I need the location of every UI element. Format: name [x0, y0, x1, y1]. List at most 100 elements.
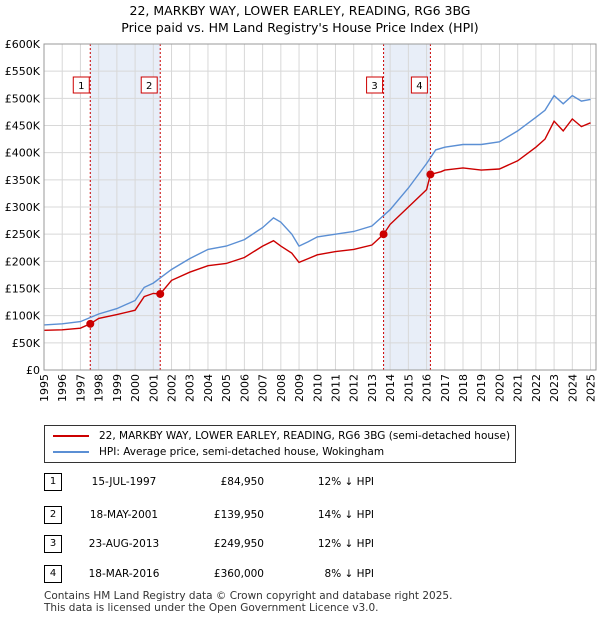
x-tick-label: 2017 — [439, 374, 452, 402]
x-tick-label: 2012 — [348, 374, 361, 402]
x-tick-label: 1999 — [111, 374, 124, 402]
transaction-row: 2 18-MAY-2001 £139,950 14% ↓ HPI — [44, 506, 464, 524]
x-tick-label: 2021 — [512, 374, 525, 402]
footer-copyright: Contains HM Land Registry data © Crown c… — [44, 590, 453, 602]
price-chart: 1 2 3 4 £0 £50K £100K £150K £200K £250K £300K £350… — [5, 38, 598, 402]
chart-subtitle: Price paid vs. HM Land Registry's House … — [121, 20, 479, 35]
transaction-row: 3 23-AUG-2013 £249,950 12% ↓ HPI — [44, 535, 464, 553]
transaction-hpi-diff: 12% ↓ HPI — [317, 538, 374, 550]
y-tick-label: £500K — [5, 92, 41, 105]
x-tick-label: 2013 — [366, 374, 379, 402]
sale-labels: 1 2 3 4 — [72, 76, 428, 94]
x-tick-label: 2009 — [293, 374, 306, 402]
x-tick-label: 2006 — [238, 374, 251, 402]
y-tick-label: £250K — [5, 228, 41, 241]
sale-label-box — [366, 76, 384, 94]
x-tick-label: 2016 — [421, 374, 434, 402]
y-tick-label: £450K — [5, 120, 41, 133]
transaction-row: 4 18-MAR-2016 £360,000 8% ↓ HPI — [44, 565, 464, 583]
sale-points — [86, 170, 435, 328]
x-tick-label: 1998 — [93, 374, 106, 402]
transaction-hpi-diff: 8% ↓ HPI — [324, 568, 374, 580]
sale-label-text: 3 — [371, 81, 377, 92]
transaction-hpi-diff: 14% ↓ HPI — [317, 509, 374, 521]
x-tick-label: 2025 — [585, 374, 598, 402]
x-tick-label: 2002 — [166, 374, 179, 402]
y-tick-label: £600K — [5, 38, 41, 51]
transaction-price: £139,950 — [213, 509, 264, 521]
x-tick-label: 2011 — [329, 374, 342, 402]
legend: 22, MARKBY WAY, LOWER EARLEY, READING, R… — [44, 425, 516, 463]
x-tick-label: 2020 — [493, 374, 506, 402]
sale-point — [86, 319, 95, 328]
y-tick-label: £550K — [5, 65, 41, 78]
x-tick-label: 1996 — [56, 374, 69, 402]
x-tick-label: 2010 — [311, 374, 324, 402]
y-tick-label: £400K — [5, 147, 41, 160]
axes: £0 £50K £100K £150K £200K £250K £300K £350K £400… — [5, 38, 598, 402]
x-tick-label: 2019 — [475, 374, 488, 402]
chart-title: 22, MARKBY WAY, LOWER EARLEY, READING, R… — [129, 3, 471, 18]
y-tick-label: £150K — [5, 283, 41, 296]
transaction-number: 2 — [44, 506, 62, 524]
transaction-date: 18-MAY-2001 — [89, 509, 159, 521]
x-tick-label: 2023 — [548, 374, 561, 402]
footer-licence: This data is licensed under the Open Gov… — [44, 602, 379, 614]
series-lines — [43, 94, 591, 331]
sale-label-text: 1 — [78, 81, 84, 92]
series-line-price-paid — [43, 117, 591, 331]
x-tick-label: 1995 — [38, 374, 51, 402]
legend-label-hpi: HPI: Average price, semi-detached house,… — [99, 446, 385, 458]
transaction-price: £360,000 — [213, 568, 264, 580]
transaction-price: £249,950 — [213, 538, 264, 550]
y-tick-label: £300K — [5, 201, 41, 214]
series-line-hpi — [43, 94, 591, 326]
sale-point — [156, 289, 165, 298]
sale-label-box — [72, 76, 90, 94]
x-tick-label: 2007 — [257, 374, 270, 402]
y-tick-label: £50K — [12, 337, 41, 350]
sale-label-text: 2 — [146, 81, 152, 92]
y-tick-label: £350K — [5, 174, 41, 187]
transaction-price: £84,950 — [220, 476, 264, 488]
transaction-number: 4 — [44, 565, 62, 583]
x-tick-label: 1997 — [74, 374, 87, 402]
x-tick-label: 2022 — [530, 374, 543, 402]
sale-label: 4 — [410, 76, 428, 94]
plot-frame — [43, 43, 597, 371]
x-tick-label: 2024 — [566, 374, 579, 402]
y-tick-label: £0 — [26, 364, 40, 377]
x-tick-label: 2008 — [275, 374, 288, 402]
sale-label: 1 — [72, 76, 90, 94]
legend-label-price-paid: 22, MARKBY WAY, LOWER EARLEY, READING, R… — [99, 430, 511, 442]
legend-item-price-paid: 22, MARKBY WAY, LOWER EARLEY, READING, R… — [53, 428, 510, 444]
sale-label: 3 — [366, 76, 384, 94]
x-tick-label: 2003 — [184, 374, 197, 402]
transaction-date: 15-JUL-1997 — [91, 476, 157, 488]
footer: Contains HM Land Registry data © Crown c… — [44, 590, 452, 614]
sale-label-box — [410, 76, 428, 94]
transaction-date: 18-MAR-2016 — [88, 568, 160, 580]
x-tick-label: 2018 — [457, 374, 470, 402]
y-tick-label: £100K — [5, 310, 41, 323]
transaction-number: 1 — [44, 473, 62, 491]
sale-point — [379, 230, 388, 239]
x-tick-label: 2014 — [384, 374, 397, 402]
chart-title-block: 22, MARKBY WAY, LOWER EARLEY, READING, R… — [0, 2, 600, 36]
legend-item-hpi: HPI: Average price, semi-detached house,… — [53, 444, 384, 460]
x-tick-label: 2000 — [129, 374, 142, 402]
sale-label-box — [140, 76, 158, 94]
sale-point — [426, 170, 435, 179]
sale-label: 2 — [140, 76, 158, 94]
transaction-date: 23-AUG-2013 — [88, 538, 160, 550]
x-tick-label: 2015 — [402, 374, 415, 402]
transaction-number: 3 — [44, 535, 62, 553]
y-tick-label: £200K — [5, 255, 41, 268]
sale-label-text: 4 — [416, 81, 422, 92]
x-tick-label: 2005 — [220, 374, 233, 402]
x-tick-label: 2001 — [147, 374, 160, 402]
transaction-row: 1 15-JUL-1997 £84,950 12% ↓ HPI — [44, 473, 464, 491]
legend-swatch-blue — [53, 451, 89, 453]
x-tick-label: 2004 — [202, 374, 215, 402]
legend-swatch-red — [53, 435, 89, 437]
